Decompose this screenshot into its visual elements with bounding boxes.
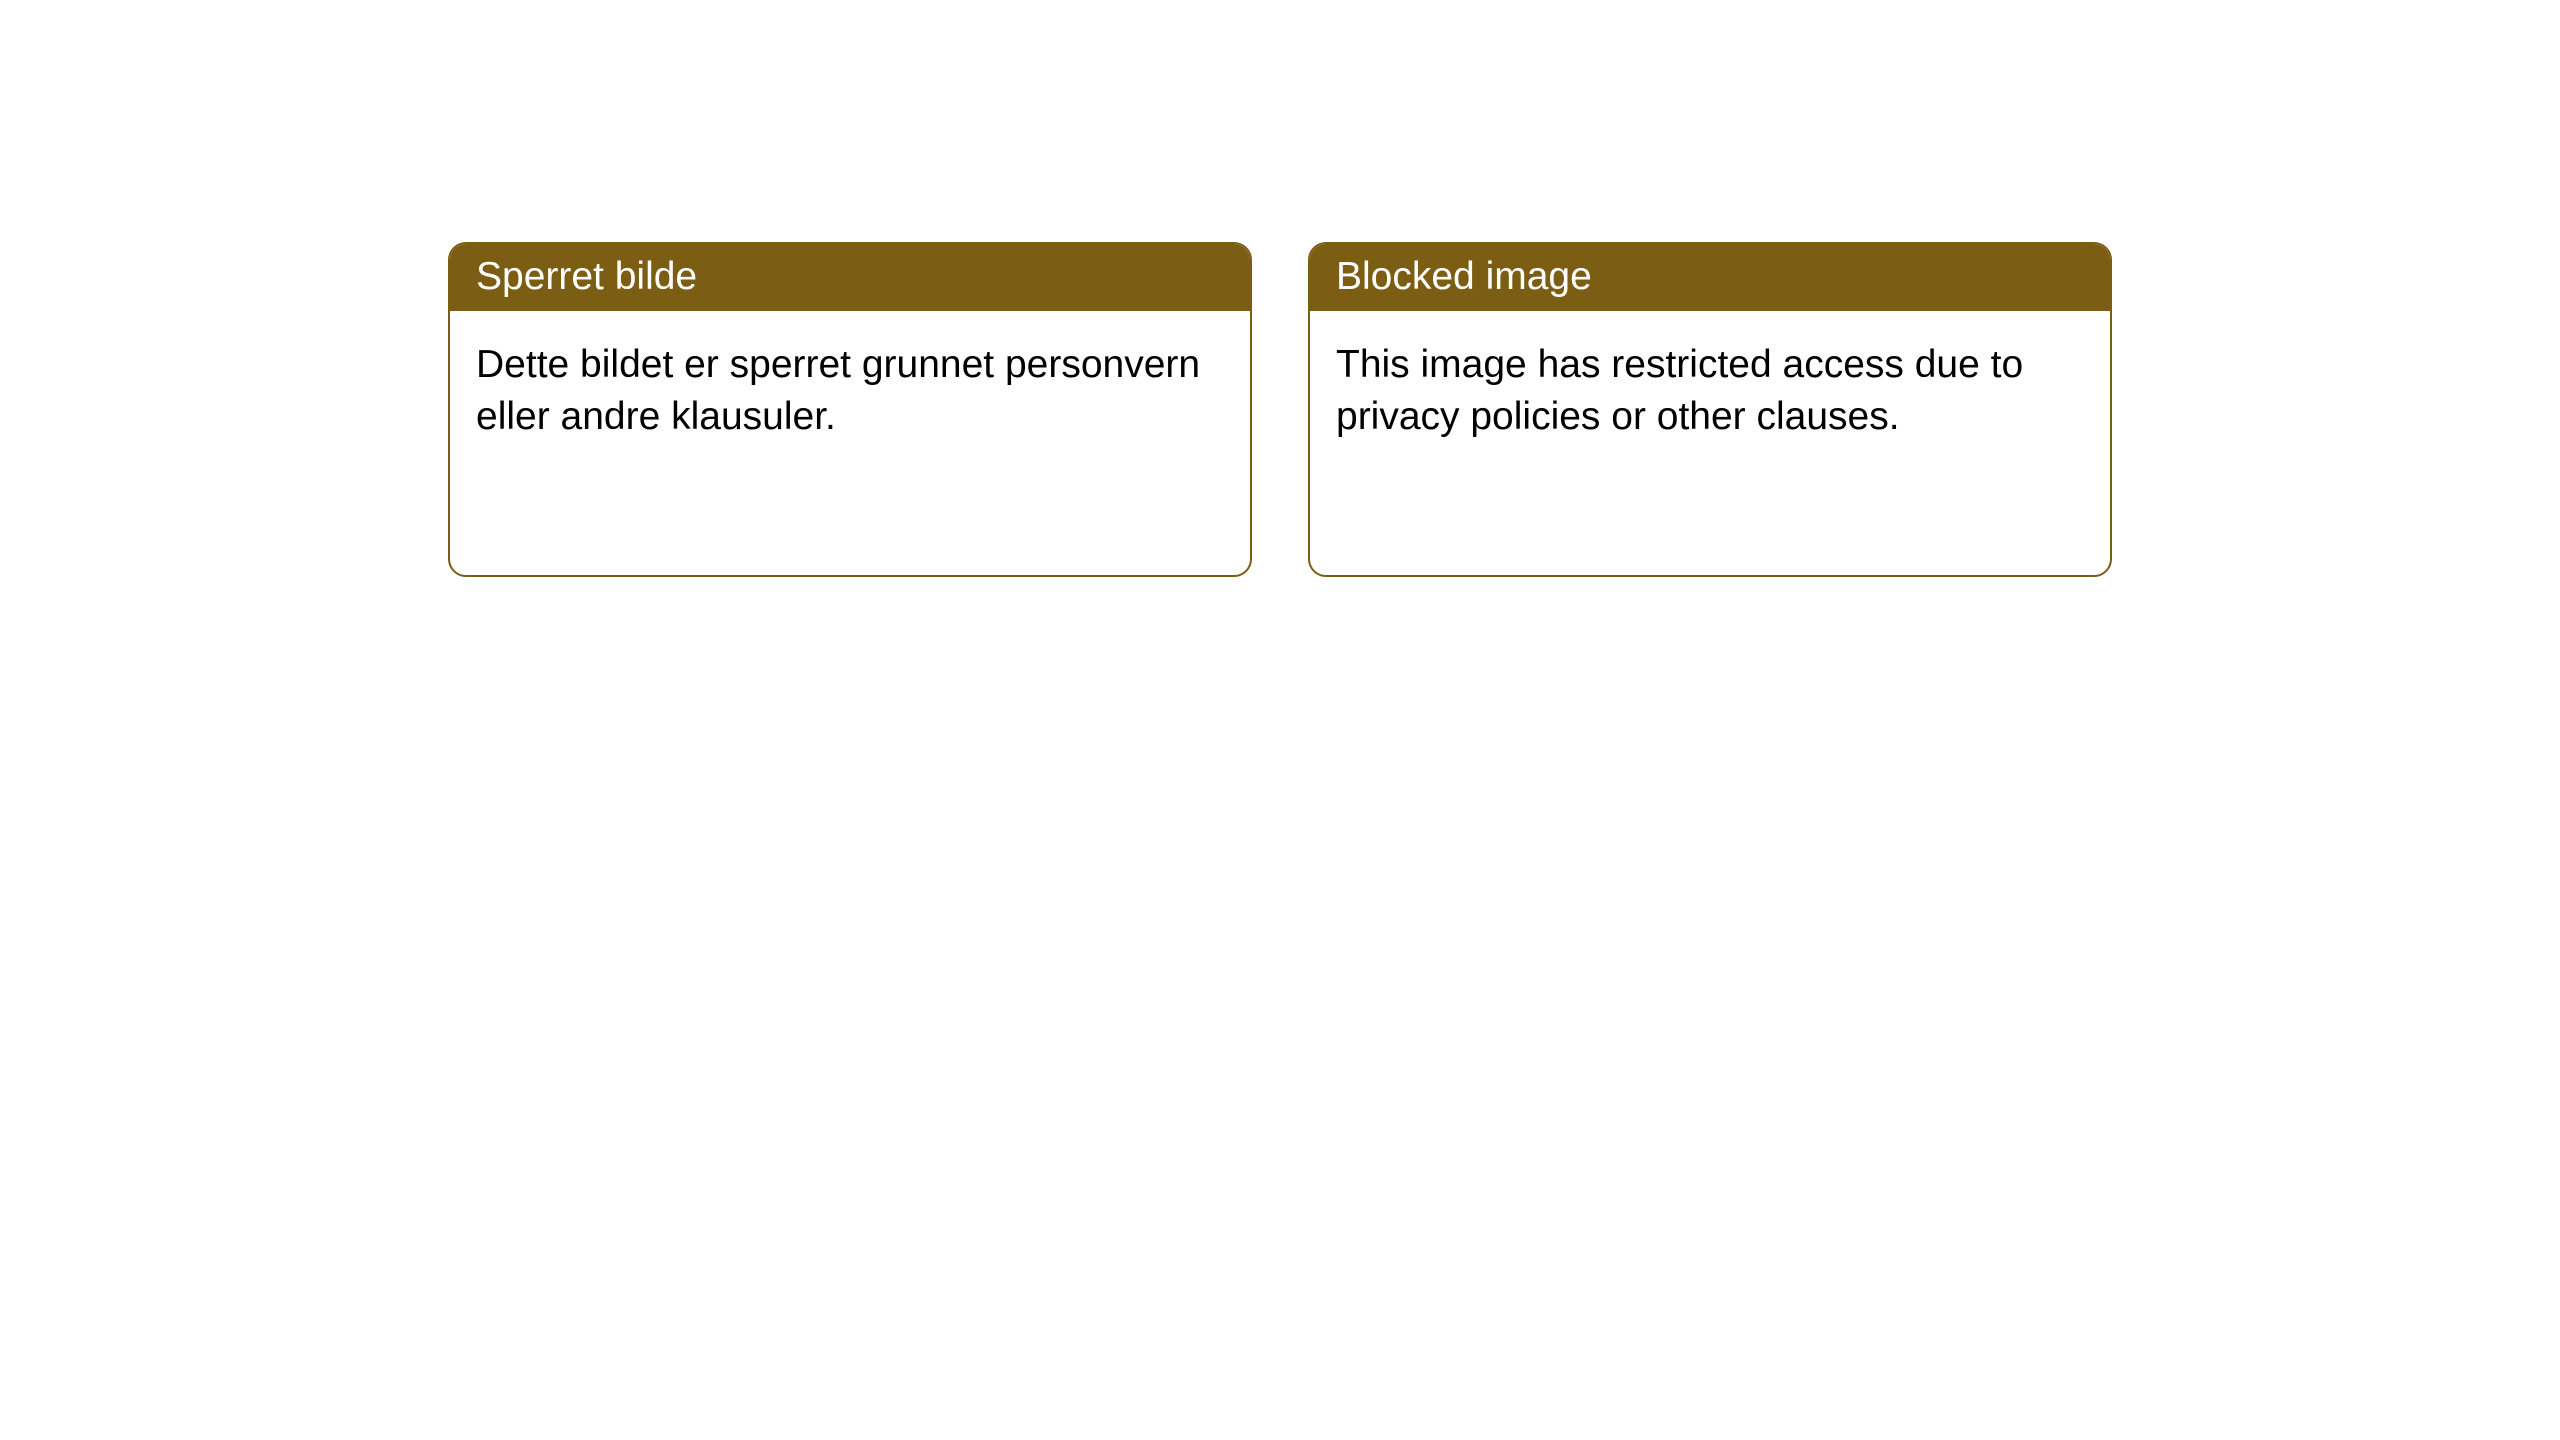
notice-body: Dette bildet er sperret grunnet personve… <box>450 311 1250 471</box>
notice-body: This image has restricted access due to … <box>1310 311 2110 471</box>
notice-card-english: Blocked image This image has restricted … <box>1308 242 2112 577</box>
notice-title: Blocked image <box>1310 244 2110 311</box>
notice-card-norwegian: Sperret bilde Dette bildet er sperret gr… <box>448 242 1252 577</box>
notice-title: Sperret bilde <box>450 244 1250 311</box>
notices-container: Sperret bilde Dette bildet er sperret gr… <box>0 0 2560 577</box>
